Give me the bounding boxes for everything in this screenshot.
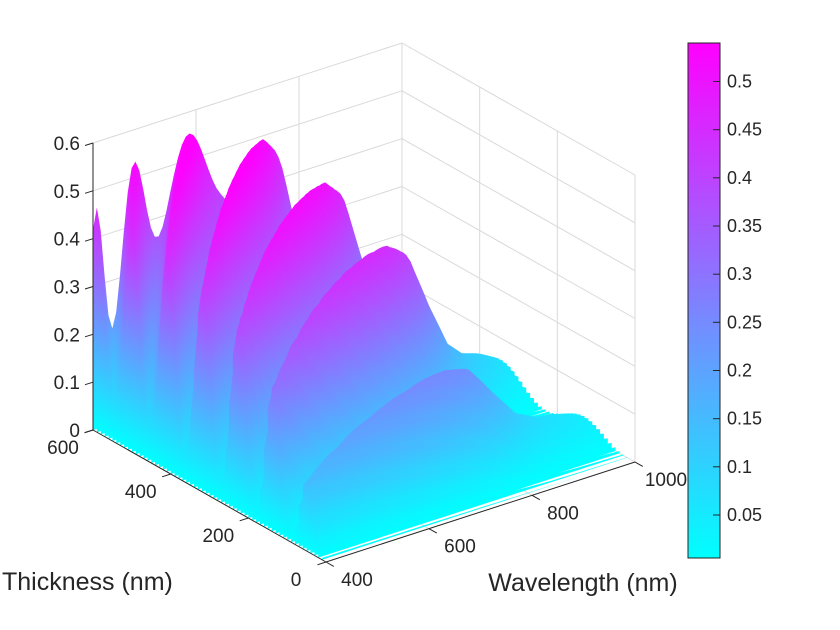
z-tick-label: 0.1 bbox=[54, 373, 80, 394]
colorbar-tick-label: 0.1 bbox=[727, 457, 752, 477]
z-tick bbox=[84, 381, 94, 386]
grid-line bbox=[401, 138, 636, 272]
thickness-tick-label: 200 bbox=[202, 526, 234, 547]
grid-line bbox=[92, 90, 403, 192]
z-tick bbox=[84, 286, 94, 290]
wavelength-tick bbox=[428, 528, 438, 534]
wavelength-tick-label: 600 bbox=[444, 537, 476, 558]
surface-plot bbox=[93, 133, 632, 560]
grid-line bbox=[401, 90, 636, 224]
grid-line bbox=[92, 42, 403, 144]
colorbar-tick-label: 0.25 bbox=[727, 312, 762, 332]
wavelength-tick-label: 1000 bbox=[645, 470, 687, 491]
axes-box bbox=[84, 142, 644, 567]
colorbar-gradient bbox=[687, 42, 721, 559]
thickness-tick bbox=[84, 429, 94, 434]
thickness-tick-label: 400 bbox=[125, 482, 157, 503]
tick-labels: 0 0.1 0.2 0.3 0.4 0.5 0.6 0 200 400 600 400 600 800 10… bbox=[47, 134, 687, 591]
colorbar: 0.05 0.1 0.15 0.2 0.25 0.3 0.35 0.4 0.45 0.5 bbox=[687, 42, 762, 559]
colorbar-tick-label: 0.05 bbox=[727, 505, 762, 525]
wavelength-tick-label: 400 bbox=[341, 570, 373, 591]
wavelength-tick-label: 800 bbox=[547, 503, 579, 524]
thickness-tick bbox=[161, 473, 171, 478]
z-tick bbox=[84, 238, 94, 242]
z-tick bbox=[84, 190, 94, 194]
surface-slice bbox=[318, 457, 628, 558]
z-tick-label: 0 bbox=[69, 421, 80, 442]
thickness-tick bbox=[239, 517, 249, 522]
wavelength-tick bbox=[325, 561, 335, 567]
grid-line bbox=[401, 186, 636, 319]
wavelength-axis-label: Wavelength (nm) bbox=[488, 569, 677, 597]
thickness-tick-label: 0 bbox=[291, 570, 302, 591]
colorbar-tick-label: 0.5 bbox=[727, 72, 752, 92]
grid-line bbox=[401, 42, 636, 176]
colorbar-tick-label: 0.15 bbox=[727, 409, 762, 429]
colorbar-tick-label: 0.2 bbox=[727, 361, 752, 381]
z-tick-label: 0.5 bbox=[54, 182, 80, 203]
thickness-axis-label: Thickness (nm) bbox=[2, 568, 173, 596]
colorbar-tick-label: 0.4 bbox=[727, 168, 752, 188]
z-tick-label: 0.3 bbox=[54, 278, 80, 299]
wavelength-axis-line bbox=[325, 461, 636, 563]
thickness-axis-line bbox=[92, 429, 327, 563]
z-tick bbox=[84, 333, 94, 338]
colorbar-tick-label: 0.45 bbox=[727, 120, 762, 140]
wavelength-tick bbox=[531, 494, 541, 501]
z-tick bbox=[84, 142, 94, 146]
colorbar-tick-label: 0.3 bbox=[727, 264, 752, 284]
z-tick-label: 0.6 bbox=[54, 134, 80, 155]
z-tick-label: 0.4 bbox=[54, 230, 81, 251]
thickness-tick-label: 600 bbox=[47, 438, 79, 459]
grid-line bbox=[401, 233, 636, 367]
thickness-tick bbox=[317, 561, 327, 566]
wavelength-tick bbox=[634, 461, 644, 467]
grid-line bbox=[401, 281, 636, 415]
z-tick-label: 0.2 bbox=[54, 325, 80, 346]
colorbar-tick-label: 0.35 bbox=[727, 216, 762, 236]
